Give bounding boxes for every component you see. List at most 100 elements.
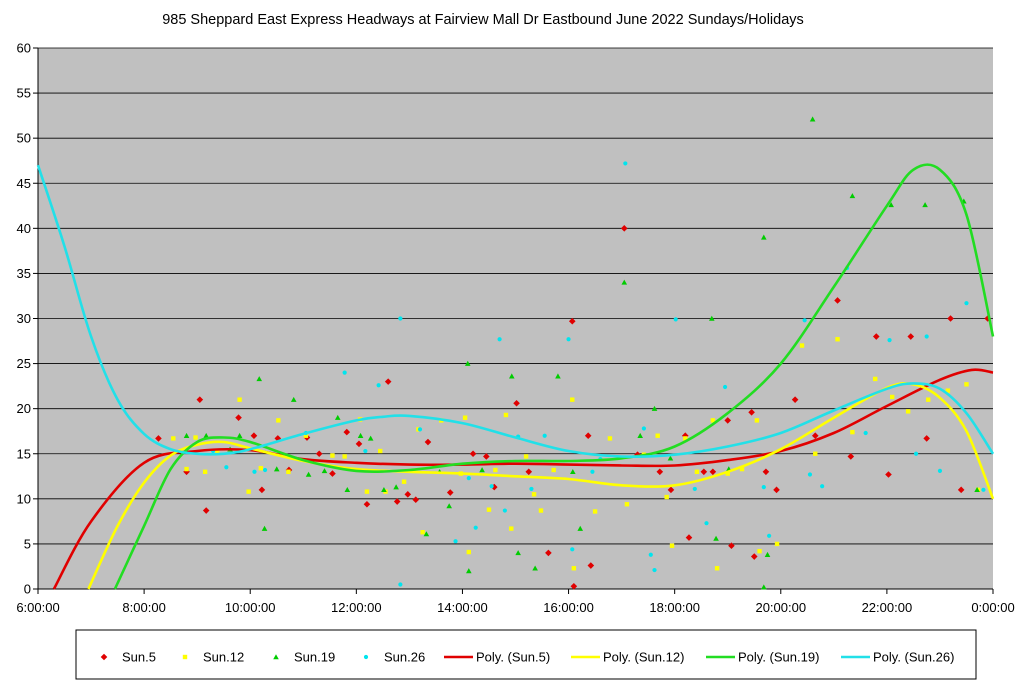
point-sun-5 (947, 315, 954, 322)
trendline-poly-sun-5 (52, 368, 994, 590)
point-sun-12 (531, 492, 537, 497)
point-sun-5 (811, 432, 819, 440)
legend-label-sun-12: Sun.12 (203, 650, 244, 665)
point-sun-26 (924, 334, 929, 339)
point-sun-12 (551, 467, 556, 473)
point-sun-5 (620, 225, 628, 232)
point-sun-26 (590, 469, 595, 474)
point-sun-12 (538, 508, 544, 513)
point-sun-19 (508, 373, 515, 379)
point-sun-12 (754, 418, 760, 423)
point-sun-26 (913, 451, 919, 456)
point-sun-12 (237, 397, 242, 402)
point-sun-19 (256, 376, 263, 382)
legend-label-poly-sun-5: Poly. (Sun.5) (476, 650, 550, 665)
point-sun-19 (888, 202, 894, 208)
point-sun-5 (984, 315, 991, 322)
point-sun-12 (420, 529, 425, 535)
y-tick-label: 50 (17, 131, 31, 146)
point-sun-5 (907, 333, 915, 340)
legend-swatch-sun-12 (182, 654, 188, 660)
point-sun-5 (570, 582, 578, 590)
point-sun-26 (224, 465, 229, 470)
point-sun-26 (981, 487, 986, 492)
point-sun-5 (469, 450, 477, 458)
point-sun-5 (363, 500, 371, 508)
data-points (155, 116, 991, 590)
y-tick-label: 40 (17, 221, 31, 236)
point-sun-5 (196, 396, 204, 403)
point-sun-12 (905, 409, 911, 414)
legend-swatch-sun-26 (363, 654, 369, 660)
point-sun-12 (926, 397, 931, 402)
point-sun-12 (378, 448, 383, 454)
point-sun-26 (863, 430, 868, 436)
point-sun-26 (641, 426, 646, 431)
point-sun-26 (887, 338, 892, 343)
point-sun-26 (502, 508, 507, 513)
point-sun-5 (762, 468, 770, 476)
point-sun-26 (570, 547, 575, 552)
point-sun-26 (453, 539, 458, 544)
point-sun-26 (673, 317, 678, 322)
point-sun-5 (773, 486, 780, 494)
trendline-poly-sun-19 (113, 163, 995, 590)
y-tick-label: 0 (24, 582, 31, 597)
point-sun-19 (261, 525, 268, 531)
point-sun-5 (525, 468, 533, 476)
point-sun-12 (889, 394, 895, 400)
point-sun-19 (236, 432, 243, 438)
point-sun-26 (937, 468, 943, 473)
point-sun-5 (384, 378, 392, 385)
point-sun-5 (923, 435, 930, 442)
point-sun-26 (542, 433, 547, 438)
x-tick-label: 22:00:00 (862, 600, 913, 615)
point-sun-19 (479, 467, 485, 473)
legend-swatch-sun-5 (100, 653, 108, 661)
point-sun-19 (183, 432, 190, 438)
point-sun-12 (364, 489, 370, 494)
point-sun-19 (761, 234, 767, 240)
point-sun-26 (761, 485, 766, 490)
point-sun-5 (545, 549, 552, 557)
x-tick-label: 0:00:00 (971, 600, 1014, 615)
point-sun-19 (344, 487, 351, 493)
point-sun-26 (363, 448, 368, 454)
point-sun-26 (820, 484, 825, 489)
point-sun-12 (964, 382, 969, 387)
point-sun-26 (566, 337, 571, 342)
point-sun-5 (315, 450, 323, 458)
y-tick-label: 10 (17, 491, 31, 506)
point-sun-5 (424, 438, 432, 446)
point-sun-19 (305, 471, 312, 477)
point-sun-19 (922, 202, 928, 208)
y-tick-label: 60 (17, 41, 31, 56)
y-tick-label: 45 (17, 176, 31, 191)
point-sun-19 (381, 487, 387, 493)
point-sun-5 (513, 399, 520, 407)
y-tick-label: 5 (24, 536, 31, 551)
x-tick-label: 16:00:00 (543, 600, 594, 615)
point-sun-19 (809, 116, 816, 122)
point-sun-19 (532, 565, 538, 571)
y-tick-label: 25 (17, 356, 31, 371)
point-sun-19 (651, 405, 658, 411)
point-sun-5 (483, 453, 490, 460)
point-sun-12 (571, 566, 577, 571)
point-sun-5 (183, 468, 190, 476)
point-sun-26 (807, 472, 813, 477)
point-sun-19 (974, 487, 980, 493)
point-sun-12 (714, 566, 720, 571)
point-sun-5 (791, 396, 799, 403)
x-tick-label: 10:00:00 (225, 600, 276, 615)
point-sun-12 (509, 526, 514, 531)
point-sun-26 (252, 469, 257, 474)
point-sun-5 (355, 440, 363, 448)
point-sun-19 (709, 315, 715, 321)
point-sun-26 (767, 533, 772, 538)
point-sun-12 (655, 433, 660, 438)
point-sun-19 (367, 435, 374, 441)
trendline-poly-sun-26 (36, 164, 995, 458)
point-sun-12 (725, 471, 730, 476)
